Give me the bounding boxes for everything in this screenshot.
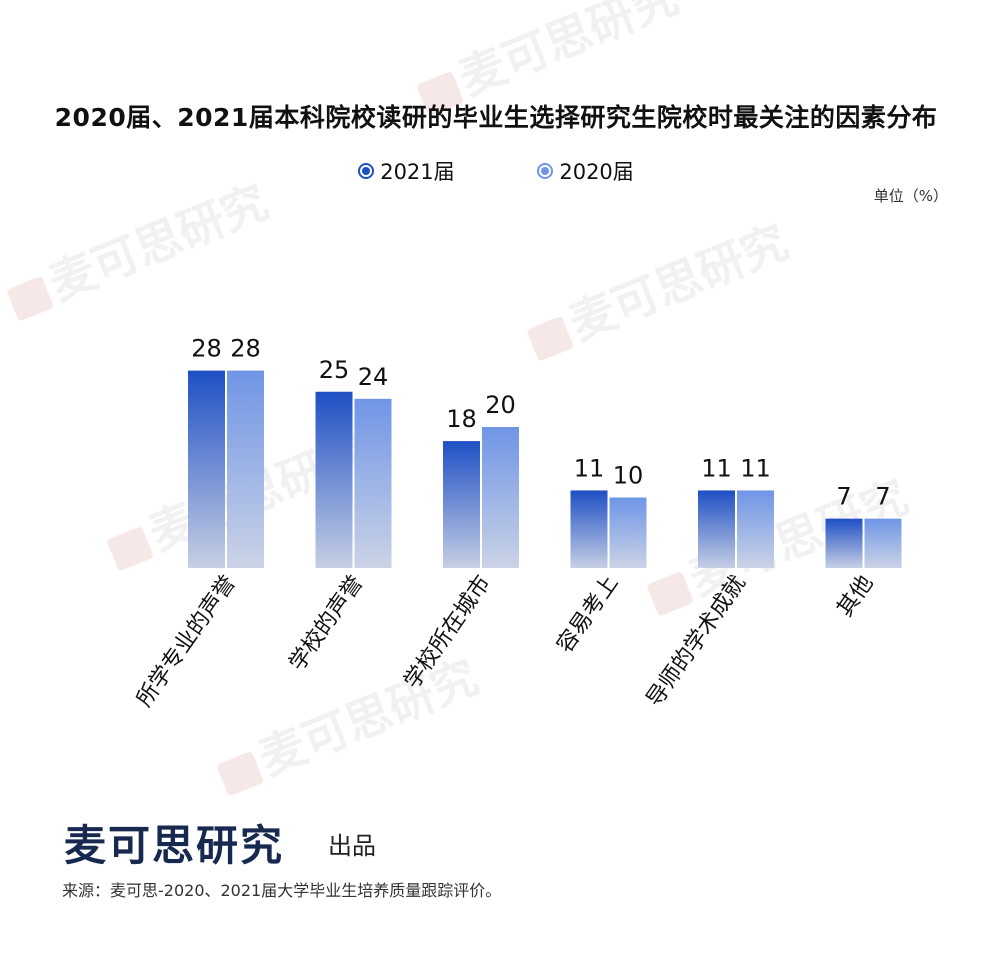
- brand-logo-text: 麦可思研究: [64, 821, 285, 870]
- bar-2020-0: [227, 370, 264, 568]
- legend-dot-2020-icon: [537, 163, 554, 179]
- legend-dot-2021-icon: [358, 163, 375, 179]
- category-label-1: 学校的声誉: [285, 571, 369, 675]
- bar-2020-1: [354, 398, 392, 568]
- value-label-2020-3: 10: [613, 462, 644, 490]
- bar-chart: 28 28 25 24 18 20 11 10 11 11 7 7 所学专业的声誉 学校的声誉 学校所在城…: [132, 335, 902, 712]
- bar-2021-5: [825, 518, 863, 568]
- value-label-2021-0: 28: [191, 335, 222, 363]
- value-label-2021-5: 7: [836, 483, 851, 511]
- category-label-5: 其他: [833, 571, 879, 621]
- legend: 2021届 2020届: [0, 156, 992, 186]
- legend-item-2020: 2020届: [537, 156, 634, 186]
- legend-item-2021: 2021届: [358, 156, 455, 186]
- category-label-2: 学校所在城市: [400, 571, 496, 693]
- bar-2020-2: [482, 427, 519, 568]
- produced-label: 出品: [328, 832, 376, 860]
- category-label-0: 所学专业的声誉: [132, 571, 241, 712]
- value-label-2020-2: 20: [485, 391, 516, 419]
- bar-2021-2: [443, 441, 480, 568]
- value-label-2020-0: 28: [230, 335, 261, 363]
- unit-label: 单位（%）: [873, 187, 948, 205]
- value-label-2021-3: 11: [574, 454, 605, 482]
- chart-title: 2020届、2021届本科院校读研的毕业生选择研究生院校时最关注的因素分布: [54, 103, 938, 132]
- bar-2021-0: [188, 370, 225, 568]
- bar-2021-1: [315, 391, 353, 568]
- source-note: 来源：麦可思-2020、2021届大学毕业生培养质量跟踪评价。: [62, 881, 502, 900]
- bar-2020-3: [609, 497, 647, 568]
- value-label-2020-5: 7: [875, 483, 890, 511]
- value-label-2020-4: 11: [740, 454, 771, 482]
- value-label-2021-1: 25: [319, 356, 350, 384]
- value-label-2021-2: 18: [446, 405, 477, 433]
- legend-label-2020: 2020届: [559, 160, 634, 184]
- value-label-2021-4: 11: [701, 454, 732, 482]
- bar-2021-3: [570, 490, 608, 568]
- category-label-4: 导师的学术成就: [642, 571, 751, 712]
- bar-2021-4: [698, 490, 735, 568]
- bar-2020-4: [737, 490, 774, 568]
- legend-label-2021: 2021届: [380, 160, 455, 184]
- bar-2020-5: [864, 518, 902, 568]
- value-label-2020-1: 24: [358, 363, 389, 391]
- category-label-3: 容易考上: [552, 571, 623, 657]
